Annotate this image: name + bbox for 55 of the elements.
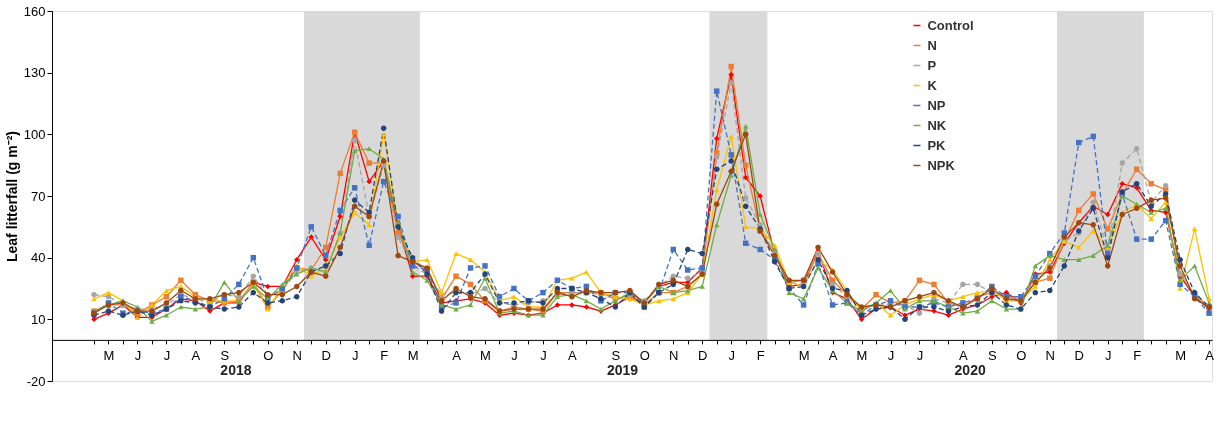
x-tick-label: D xyxy=(698,348,708,364)
x-tick-label: M xyxy=(798,348,810,364)
x-tick-label: N xyxy=(292,348,302,364)
x-tick-label: A xyxy=(568,348,578,364)
x-tick-label: J xyxy=(916,348,924,364)
x-tick-label: A xyxy=(1205,348,1215,364)
x-tick-label: D xyxy=(321,348,331,364)
x-tick-label: J xyxy=(163,348,171,364)
y-tick-label: 130 xyxy=(23,65,46,81)
annotation: 2020 xyxy=(954,361,986,378)
x-tick-label: F xyxy=(1133,348,1142,364)
legend-label: NPK xyxy=(927,157,956,173)
y-tick-label: 100 xyxy=(23,126,46,142)
x-tick-label: A xyxy=(828,348,838,364)
annotation: 2018 xyxy=(220,361,252,378)
x-tick-label: J xyxy=(134,348,142,364)
x-tick-label: J xyxy=(887,348,895,364)
x-tick-label: A xyxy=(452,348,462,364)
legend-label: P xyxy=(927,57,937,73)
x-tick-label: O xyxy=(639,348,650,364)
legend-label: K xyxy=(927,77,938,93)
x-tick-label: N xyxy=(669,348,679,364)
y-tick-label: 160 xyxy=(23,3,46,19)
x-tick-label: A xyxy=(959,348,969,364)
x-tick-label: A xyxy=(191,348,201,364)
x-tick-label: S xyxy=(988,348,998,364)
x-tick-label: M xyxy=(480,348,491,364)
x-tick-label: O xyxy=(263,348,274,364)
x-tick-label: F xyxy=(756,348,765,364)
x-tick-label: J xyxy=(728,348,735,364)
x-tick-label: N xyxy=(1045,348,1055,364)
legend-label: PK xyxy=(927,137,947,153)
x-tick-label: J xyxy=(540,348,547,364)
y-tick-label: -20 xyxy=(26,373,46,389)
x-tick-label: M xyxy=(1175,348,1187,364)
x-tick-label: M xyxy=(856,348,868,364)
x-tick-label: M xyxy=(407,348,419,364)
x-tick-label: J xyxy=(511,348,518,364)
y-tick-label: 40 xyxy=(31,250,46,266)
x-tick-label: S xyxy=(220,348,230,364)
legend-label: NK xyxy=(927,117,947,133)
x-tick-label: M xyxy=(103,348,115,364)
y-tick-label: 70 xyxy=(31,188,46,204)
y-axis-title: Leaf litterfall (g m⁻²) xyxy=(3,130,20,263)
annotation: 2019 xyxy=(607,361,639,378)
legend-label: Control xyxy=(927,17,974,33)
x-tick-label: J xyxy=(1104,348,1112,364)
x-tick-label: J xyxy=(351,348,359,364)
x-tick-label: F xyxy=(380,348,389,364)
x-tick-label: O xyxy=(1016,348,1027,364)
x-tick-label: S xyxy=(611,348,621,364)
y-tick-label: 10 xyxy=(31,311,46,327)
legend-label: NP xyxy=(927,97,946,113)
x-tick-label: D xyxy=(1074,348,1084,364)
legend-label: N xyxy=(927,37,937,53)
